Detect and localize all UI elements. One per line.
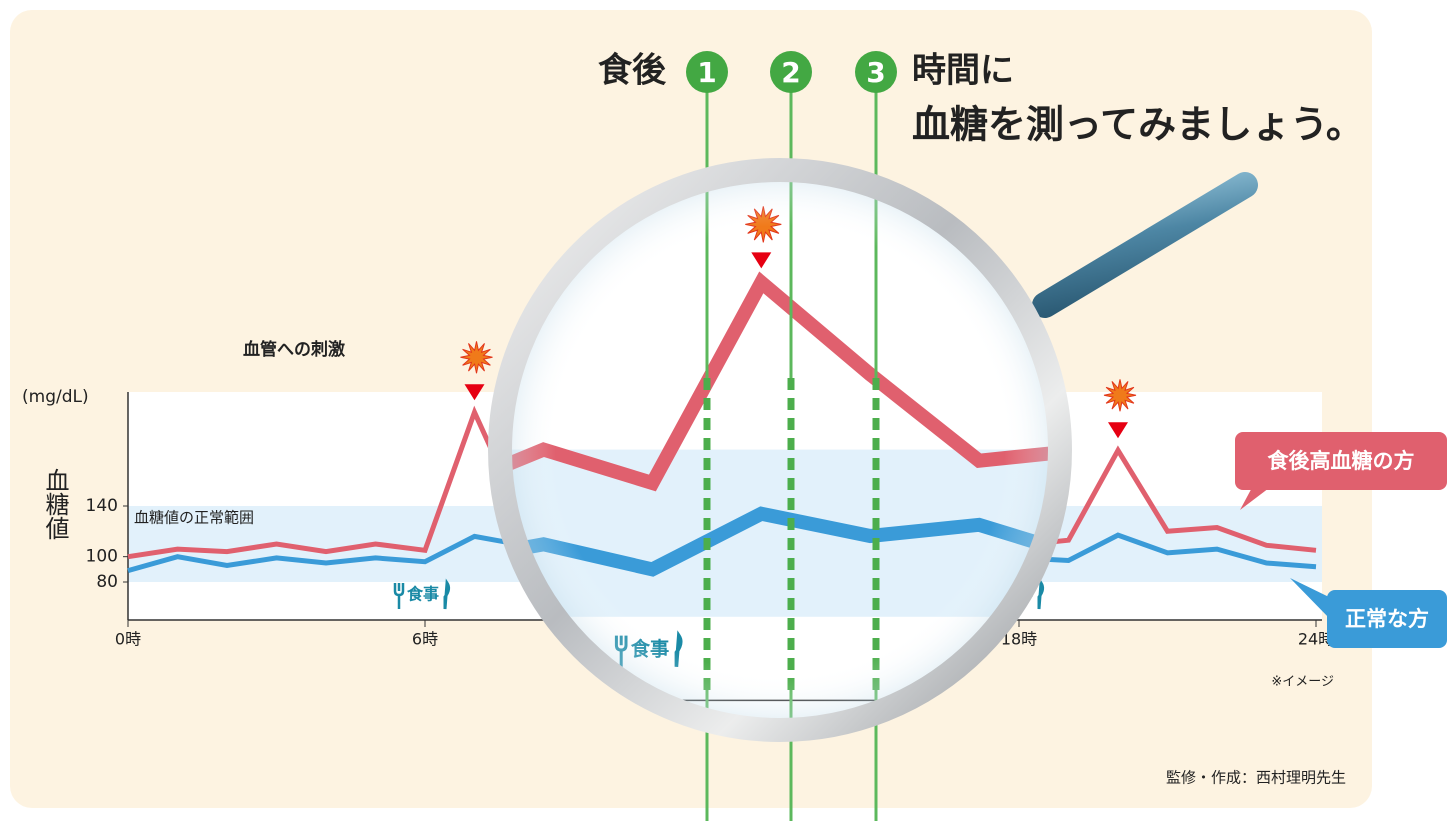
x-tick-label: 0時 [115, 630, 141, 649]
y-tick-label: 100 [86, 547, 118, 567]
title-suffix: 時間に [912, 51, 1014, 91]
credit: 監修・作成：西村理明先生 [1166, 769, 1346, 787]
legend-label: 食後高血糖の方 [1268, 449, 1415, 473]
step-number: 2 [781, 56, 800, 89]
y-unit: (mg/dL) [22, 387, 89, 407]
step-number: 3 [866, 56, 885, 89]
x-tick-label: 6時 [412, 630, 438, 649]
y-tick-label: 80 [96, 572, 118, 592]
note: ※イメージ [1271, 675, 1334, 690]
title-prefix: 食後 [598, 51, 667, 91]
title-line2: 血糖を測ってみましょう。 [912, 103, 1364, 147]
y-tick-label: 140 [86, 496, 118, 516]
meal-label: 食事 [406, 585, 439, 604]
step-number: 1 [697, 56, 716, 89]
infographic: 食後 時間に 血糖を測ってみましょう。 血糖値の正常範囲0時6時12時18時24… [0, 0, 1450, 821]
legend-label: 正常な方 [1345, 607, 1429, 631]
normal-range-label: 血糖値の正常範囲 [134, 509, 254, 527]
stimulus-label: 血管への刺激 [243, 339, 345, 360]
y-label: 血糖値 [41, 468, 69, 540]
magnifier-ring [500, 170, 1060, 730]
